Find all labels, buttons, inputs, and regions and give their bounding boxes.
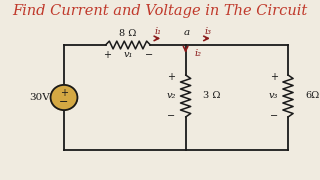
Text: v₁: v₁: [123, 50, 133, 59]
Text: −: −: [269, 111, 278, 120]
Text: i₃: i₃: [204, 27, 212, 36]
Text: −: −: [167, 111, 175, 120]
Circle shape: [51, 85, 77, 110]
Text: 8 Ω: 8 Ω: [119, 29, 137, 38]
Text: Find Current and Voltage in The Circuit: Find Current and Voltage in The Circuit: [12, 3, 308, 17]
Text: −: −: [59, 97, 69, 107]
Text: i₁: i₁: [155, 27, 162, 36]
Text: −: −: [145, 50, 153, 60]
Text: a: a: [184, 28, 190, 37]
Text: 6Ω: 6Ω: [306, 91, 320, 100]
Text: v₂: v₂: [166, 91, 176, 100]
Text: +: +: [270, 71, 278, 82]
Text: 3 Ω: 3 Ω: [203, 91, 221, 100]
Text: +: +: [103, 50, 111, 60]
Text: 30V: 30V: [30, 93, 50, 102]
Text: +: +: [167, 71, 175, 82]
Text: v₃: v₃: [269, 91, 278, 100]
Text: i₂: i₂: [194, 49, 201, 58]
Text: +: +: [60, 88, 68, 98]
